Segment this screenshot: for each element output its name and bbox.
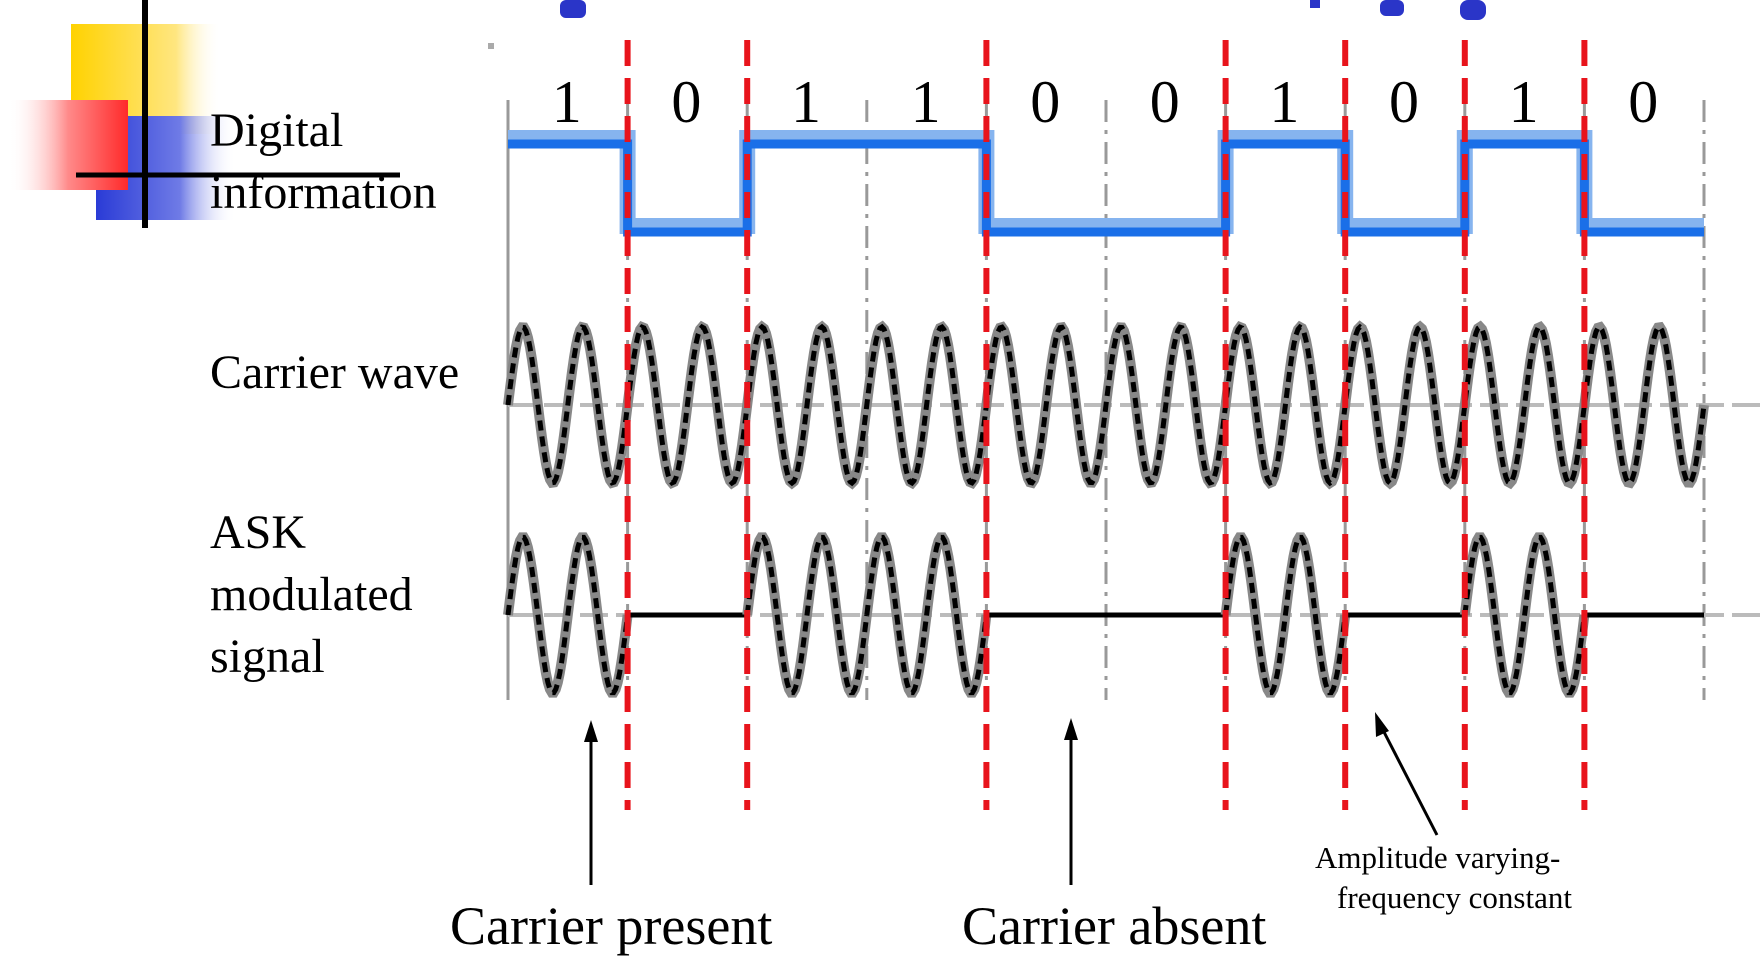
arrow-carrier-absent — [1064, 718, 1078, 885]
ask-burst — [744, 534, 870, 696]
bit-label: 0 — [1149, 69, 1180, 135]
digital-label-line1: Digital — [210, 104, 344, 157]
carrier-line — [505, 323, 1707, 487]
ask-burst — [505, 534, 631, 696]
ask-modulated-signal — [503, 532, 1704, 698]
bit-label: 0 — [1030, 69, 1061, 135]
carrier-present-label: Carrier present — [450, 896, 773, 956]
ask-burst — [1462, 534, 1587, 696]
bit-boundary-markers — [624, 40, 1588, 810]
carrier-wave-label: Carrier wave — [210, 346, 460, 399]
digital-label-line2: information — [210, 166, 437, 219]
bit-label: 1 — [910, 69, 941, 135]
carrier-wave-signal — [503, 320, 1709, 490]
bit-label: 1 — [1269, 69, 1300, 135]
amplitude-label-line1: Amplitude varying- — [1315, 840, 1561, 875]
arrow-amplitude — [1375, 712, 1439, 836]
digital-information-label: Digital information — [210, 100, 437, 224]
ask-label-line1: ASK — [210, 506, 307, 559]
bit-label: 1 — [1508, 69, 1539, 135]
amplitude-label-line2: frequency constant — [1337, 880, 1572, 915]
arrow-carrier-present — [584, 720, 598, 885]
slide-logo — [8, 0, 400, 228]
bit-label: 1 — [551, 69, 582, 135]
ask-burst — [864, 534, 989, 696]
small-dot — [488, 43, 494, 49]
carrier-absent-label: Carrier absent — [962, 896, 1267, 956]
digital-wave-line — [508, 139, 1704, 237]
title-remnant — [560, 0, 1486, 20]
ask-burst — [1223, 534, 1348, 696]
bit-label: 0 — [1389, 69, 1419, 135]
bit-label: 0 — [671, 69, 702, 135]
bit-label: 1 — [791, 69, 821, 135]
digital-square-wave — [508, 130, 1704, 237]
digital-wave-shadow — [508, 130, 1704, 234]
ask-label-line3: signal — [210, 630, 325, 683]
ask-label-line2: modulated — [210, 568, 413, 621]
ask-signal-label: ASK modulated signal — [210, 502, 413, 688]
amplitude-label: Amplitude varying- frequency constant — [1315, 838, 1572, 918]
bit-label: 0 — [1628, 69, 1659, 135]
